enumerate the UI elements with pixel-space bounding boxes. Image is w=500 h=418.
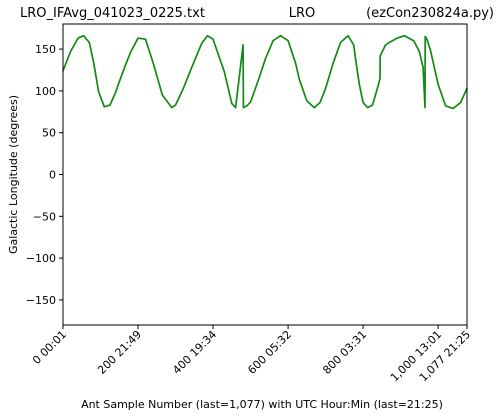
y-tick-label: −100 (26, 252, 56, 265)
x-tick-label: 200 21:49 (95, 328, 144, 377)
y-axis: 150 100 50 0 −50 −100 −150 (26, 43, 63, 307)
y-tick-label: 0 (49, 169, 56, 182)
y-tick-label: −150 (26, 294, 56, 307)
x-axis-label: Ant Sample Number (last=1,077) with UTC … (81, 398, 443, 411)
x-tick-label: 800 03:31 (320, 328, 369, 377)
x-tick-label: 400 19:34 (170, 328, 219, 377)
series-line-0 (62, 34, 468, 110)
series-layer (62, 34, 468, 110)
title-left: LRO_IFAvg_041023_0225.txt (20, 6, 205, 21)
y-tick-label: 100 (35, 85, 56, 98)
x-tick-label: 0 00:01 (30, 328, 69, 367)
y-tick-label: 150 (35, 43, 56, 56)
title-right: (ezCon230824a.py) (366, 6, 494, 21)
y-tick-label: 50 (42, 127, 56, 140)
y-axis-label: Galactic Longitude (degrees) (7, 95, 20, 254)
title-center: LRO (289, 6, 316, 21)
y-tick-label: −50 (33, 210, 56, 223)
x-axis: 0 00:01 200 21:49 400 19:34 600 05:32 800 03… (30, 325, 473, 384)
x-tick-label: 600 05:32 (245, 328, 294, 377)
